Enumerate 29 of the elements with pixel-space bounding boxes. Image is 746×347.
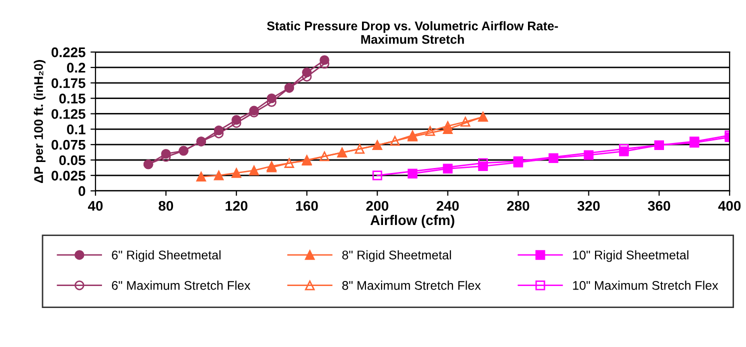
y-tick-label: 0.125 (52, 109, 86, 119)
chart-title: Static Pressure Drop vs. Volumetric Airflow Rate- Maximum Stretch (267, 21, 558, 44)
x-tick-label: 80 (158, 200, 174, 211)
y-axis-title: ΔP per 100 ft. (inH₂0) (34, 60, 46, 183)
x-tick-label: 400 (718, 200, 741, 211)
y-tick-label: 0.225 (52, 47, 86, 58)
y-tick-label: 0.025 (52, 170, 86, 181)
legend-label: 6" Maximum Stretch Flex (112, 280, 250, 290)
legend-label: 8" Maximum Stretch Flex (342, 280, 481, 290)
x-tick-label: 160 (296, 200, 318, 211)
legend-label: 10" Maximum Stretch Flex (573, 280, 718, 290)
y-tick-label: 0.2 (67, 62, 86, 73)
y-tick-label: 0.175 (52, 78, 86, 88)
y-tick-label: 0 (78, 186, 86, 196)
x-tick-label: 320 (577, 200, 600, 211)
y-tick-label: 0.1 (67, 124, 86, 134)
x-tick-label: 120 (226, 200, 248, 211)
x-tick-label: 200 (366, 200, 388, 211)
y-tick-label: 0.075 (52, 140, 86, 150)
legend-label: 8" Rigid Sheetmetal (342, 250, 451, 262)
x-tick-label: 360 (648, 200, 670, 211)
y-tick-label: 0.15 (59, 94, 86, 104)
x-tick-label: 240 (436, 200, 459, 211)
y-tick-label: 0.05 (59, 155, 86, 166)
x-tick-label: 40 (88, 200, 103, 211)
legend-label: 10" Rigid Sheetmetal (573, 250, 688, 262)
x-tick-label: 280 (507, 200, 530, 211)
x-axis-title: Airflow (cfm) (370, 214, 454, 228)
legend-label: 6" Rigid Sheetmetal (112, 250, 221, 262)
